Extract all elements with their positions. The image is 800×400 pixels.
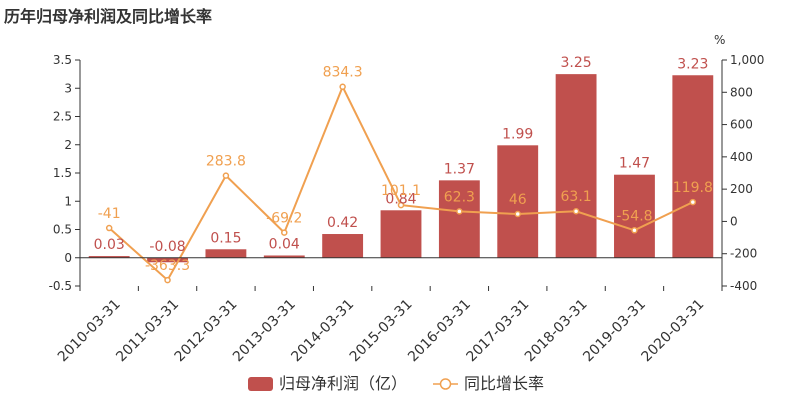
left-tick-label: 2.5 (53, 110, 72, 124)
legend: 归母净利润（亿） 同比增长率 (248, 374, 544, 393)
growth-point-2011-03-31 (164, 276, 171, 284)
growth-point-2012-03-31 (222, 172, 230, 179)
bar-value-label: 1.47 (619, 156, 650, 172)
right-tick-label: 1,000 (730, 53, 764, 67)
growth-point-2010-03-31 (105, 224, 113, 232)
growth-value-label: -363.3 (145, 258, 190, 274)
bar-2012-03-31 (205, 249, 247, 258)
left-tick-label: 3.5 (53, 53, 72, 67)
bar-value-label: 0.84 (385, 191, 416, 207)
bar-2019-03-31 (614, 174, 655, 258)
bar-2013-03-31 (263, 255, 305, 258)
bar-value-label: 3.25 (561, 55, 592, 71)
line-layer (105, 83, 697, 284)
growth-point-2019-03-31 (631, 227, 638, 234)
legend-line-label: 同比增长率 (464, 374, 544, 393)
right-tick-label: 200 (730, 182, 753, 196)
bars-layer (88, 74, 714, 263)
growth-value-label: -41 (98, 206, 121, 222)
bar-2010-03-31 (88, 256, 130, 258)
right-tick-label: -200 (730, 247, 757, 261)
growth-point-2013-03-31 (281, 229, 288, 236)
bar-2018-03-31 (555, 74, 597, 258)
right-tick-label: 400 (730, 150, 753, 164)
growth-value-label: 62.3 (444, 189, 475, 205)
right-tick-label: 600 (730, 118, 753, 132)
legend-line-marker (439, 378, 452, 390)
chart-title: 历年归母净利润及同比增长率 (4, 7, 213, 26)
left-tick-label: -0.5 (49, 279, 72, 293)
x-tick-label: 2020-03-31 (639, 296, 708, 365)
bar-value-label: 3.23 (677, 56, 708, 72)
growth-point-2015-03-31 (397, 201, 405, 209)
right-tick-label: 800 (730, 85, 753, 99)
left-tick-label: 1 (64, 194, 72, 208)
bar-value-label: 0.42 (327, 215, 358, 231)
right-axis-unit: % (714, 33, 725, 47)
bar-2014-03-31 (322, 234, 364, 258)
growth-point-2020-03-31 (689, 198, 697, 206)
bar-2017-03-31 (497, 145, 539, 258)
bar-value-label: -0.08 (149, 239, 185, 255)
legend-bar-label: 归母净利润（亿） (279, 374, 407, 393)
left-tick-label: 1.5 (53, 166, 72, 180)
chart: -0.5 0 0.5 1 1.5 2 2.5 3 3.5 -400 -200 0 200 400 600 80… (49, 33, 765, 365)
growth-value-label: 63.1 (561, 189, 592, 205)
growth-value-label: 283.8 (206, 154, 246, 170)
bar-value-label: 1.99 (502, 126, 533, 142)
growth-value-label: 119.8 (673, 180, 713, 196)
bar-value-label: 0.03 (94, 237, 125, 253)
growth-value-label: 101.1 (381, 183, 421, 199)
growth-value-label: -54.8 (616, 208, 652, 224)
bar-value-label: 0.04 (269, 236, 300, 252)
bar-2015-03-31 (380, 210, 422, 258)
growth-point-2018-03-31 (572, 207, 580, 215)
bar-2020-03-31 (672, 75, 714, 258)
left-tick-label: 0 (64, 251, 72, 265)
bar-value-label: 1.37 (444, 161, 475, 177)
growth-point-2016-03-31 (456, 208, 463, 215)
growth-point-2017-03-31 (514, 210, 521, 218)
bar-value-label: 0.15 (210, 230, 241, 246)
growth-value-label: 834.3 (323, 65, 363, 81)
bar-2016-03-31 (438, 180, 480, 258)
growth-point-2014-03-31 (339, 83, 346, 90)
left-tick-label: 2 (64, 138, 72, 152)
growth-value-label: -69.2 (266, 211, 302, 227)
right-tick-label: -400 (730, 279, 757, 293)
left-tick-label: 0.5 (53, 223, 72, 237)
left-tick-label: 3 (64, 81, 72, 95)
legend-bar-swatch (248, 377, 273, 391)
growth-value-label: 46 (509, 192, 527, 208)
bar-2011-03-31 (147, 257, 188, 263)
data-labels-layer: 0.03 -0.08 0.15 0.04 0.42 0.84 1.37 1.99 3.25 1.4… (94, 55, 713, 274)
right-tick-label: 0 (730, 214, 738, 228)
